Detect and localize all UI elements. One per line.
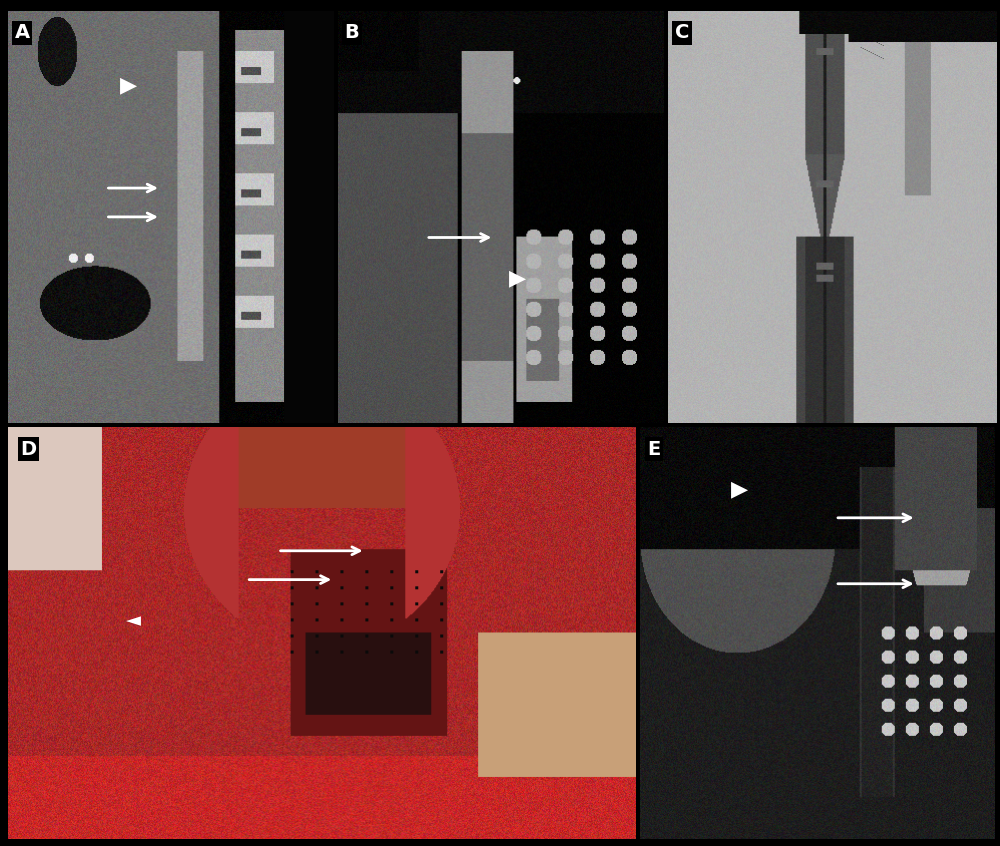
Text: A: A (15, 23, 30, 42)
Text: B: B (345, 23, 359, 42)
Text: C: C (675, 23, 689, 42)
Text: ▶: ▶ (731, 479, 748, 499)
Text: ▶: ▶ (508, 269, 526, 288)
Text: D: D (21, 440, 37, 459)
Text: ▶: ▶ (120, 75, 137, 95)
Text: E: E (647, 440, 661, 459)
Text: ◄: ◄ (126, 612, 141, 630)
